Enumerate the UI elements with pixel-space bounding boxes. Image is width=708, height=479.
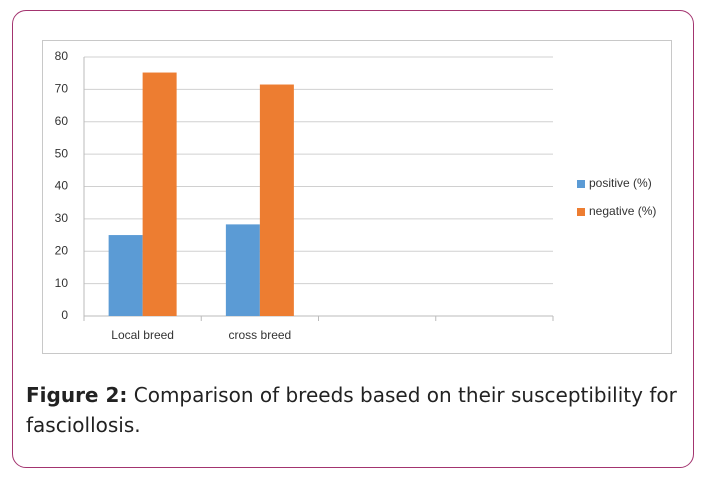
figure-card — [12, 10, 694, 468]
y-tick-label: 50 — [55, 146, 69, 160]
y-tick-label: 0 — [61, 308, 68, 322]
chart-frame — [42, 40, 672, 354]
y-tick-label: 40 — [55, 179, 69, 193]
caption-text: Comparison of breeds based on their susc… — [26, 383, 677, 437]
y-tick-label: 20 — [55, 243, 69, 257]
legend-swatch — [577, 180, 585, 188]
legend-swatch — [577, 208, 585, 216]
y-tick-label: 10 — [55, 276, 69, 290]
bar — [108, 235, 143, 316]
figure-caption: Figure 2: Comparison of breeds based on … — [26, 380, 686, 440]
bar — [142, 72, 177, 316]
x-tick-label: cross breed — [229, 328, 292, 342]
caption-label: Figure 2: — [26, 383, 128, 407]
y-tick-label: 30 — [55, 211, 69, 225]
legend-label: positive (%) — [589, 176, 652, 190]
y-tick-label: 60 — [55, 114, 69, 128]
bar — [259, 84, 294, 316]
y-tick-label: 70 — [55, 82, 69, 96]
bar — [225, 224, 260, 316]
x-tick-label: Local breed — [111, 328, 174, 342]
legend-label: negative (%) — [589, 204, 656, 218]
y-tick-label: 80 — [55, 49, 69, 63]
